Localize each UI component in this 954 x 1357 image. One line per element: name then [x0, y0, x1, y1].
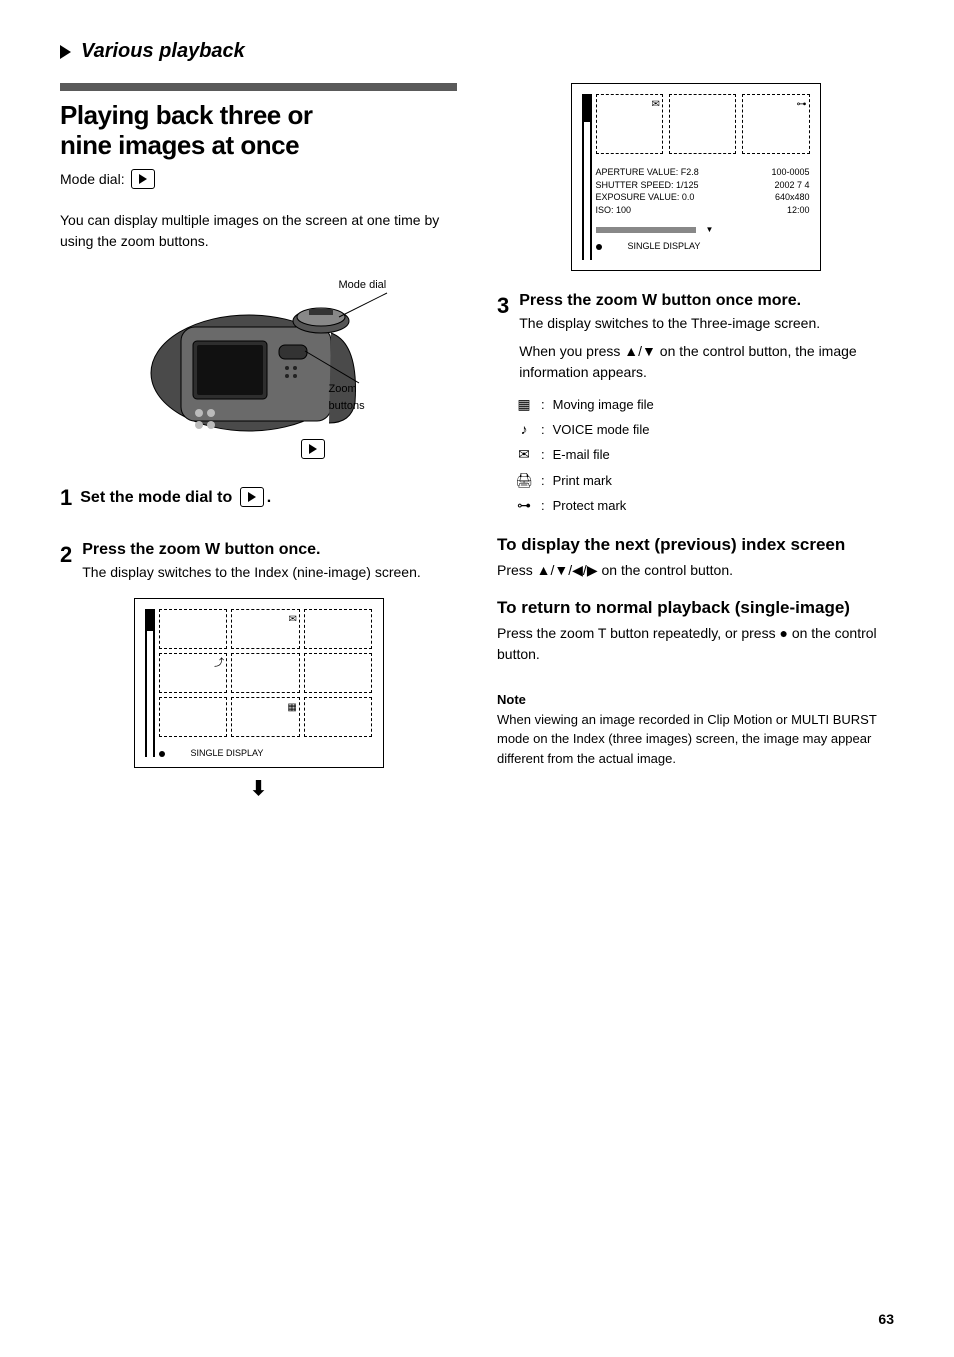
mode-dial-callout: Mode dial	[339, 277, 387, 294]
note-body: When viewing an image recorded in Clip M…	[497, 710, 894, 769]
bullet-icon	[159, 751, 165, 757]
page-title: Playing back three or nine images at onc…	[60, 101, 457, 161]
step-3-number: 3	[497, 289, 509, 322]
step-1-number: 1	[60, 481, 72, 514]
protect-mark-icon: ⊶	[515, 493, 533, 518]
zoom-buttons-callout: Zoom buttons	[329, 381, 389, 414]
index-three-screen: ✉ ⊶ APERTURE VALUE: F2.8 SHUTTER SPEED: …	[571, 83, 821, 271]
note-head: Note	[497, 690, 894, 710]
cell-icon-protect: ⊶	[797, 97, 807, 112]
step-1: 1 Set the mode dial to .	[60, 481, 271, 514]
meta-ev-l: EXPOSURE VALUE:	[596, 192, 680, 202]
cell-icon: ✉	[288, 612, 296, 627]
index-nine-screen: ✉ ⤴ ▦ SINGLE DISPLAY	[134, 598, 384, 768]
camera-play-mode-icon	[301, 439, 325, 459]
camera-figure: Zoom buttons Mode dial	[129, 273, 389, 453]
step-3-bottom: When you press ▲/▼ on the control button…	[519, 341, 894, 384]
print-mark-icon: 🖨	[515, 468, 533, 493]
heading-return-single: To return to normal playback (single-ima…	[497, 595, 894, 621]
bullet-icon	[596, 244, 602, 250]
heading-next-index: To display the next (previous) index scr…	[497, 532, 894, 558]
cell-icon-mail: ✉	[651, 97, 659, 112]
step-1-text-prefix: Set the mode dial to	[80, 489, 232, 506]
section-title: Various playback	[81, 40, 245, 63]
cell-icon: ⤴	[214, 656, 224, 671]
step-3: 3 Press the zoom W button once more. The…	[497, 289, 894, 384]
step-1-play-icon	[240, 487, 264, 507]
step-3-head: Press the zoom W button once more.	[519, 289, 894, 313]
meta-time: 12:00	[771, 204, 809, 217]
note-block: Note When viewing an image recorded in C…	[497, 690, 894, 768]
email-file-icon: ✉	[515, 442, 533, 467]
step-1-text-suffix: .	[267, 489, 271, 506]
section-header: Various playback	[60, 40, 894, 63]
step-3-body: The display switches to the Three-image …	[519, 313, 894, 335]
page-number: 63	[878, 1311, 894, 1327]
single-display-label: SINGLE DISPLAY	[191, 747, 264, 761]
meta-iso-l: ISO:	[596, 205, 614, 215]
camera-svg	[129, 273, 389, 453]
play-mode-icon	[131, 169, 155, 189]
cell-icon: ▦	[287, 700, 296, 715]
meta-fileno: 100-0005	[771, 166, 809, 179]
meta-size: 640x480	[771, 191, 809, 204]
intro-paragraph: You can display multiple images on the s…	[60, 210, 457, 253]
movie-file-icon: ▦	[515, 392, 533, 417]
meta-aperture-l: APERTURE VALUE:	[596, 167, 679, 177]
three-single-display: SINGLE DISPLAY	[628, 240, 701, 254]
meta-shutter-l: SHUTTER SPEED:	[596, 180, 674, 190]
step-2-body: The display switches to the Index (nine-…	[82, 562, 457, 584]
step-2: 2 Press the zoom W button once. The disp…	[60, 538, 457, 584]
mode-dial-label: Mode dial:	[60, 169, 125, 190]
paragraph-return-single: Press the zoom T button repeatedly, or p…	[497, 623, 894, 666]
step-2-head: Press the zoom W button once.	[82, 538, 457, 562]
meta-date: 2002 7 4	[771, 179, 809, 192]
down-arrow-icon: ⬇	[60, 774, 457, 804]
mode-dial-line: Mode dial:	[60, 169, 457, 190]
paragraph-next-index: Press ▲/▼/◀/▶ on the control button.	[497, 560, 894, 582]
title-line-2: nine images at once	[60, 131, 457, 161]
title-line-1: Playing back three or	[60, 101, 457, 131]
step-2-number: 2	[60, 538, 72, 571]
file-type-list: ▦: Moving image file ♪: VOICE mode file …	[515, 392, 894, 518]
play-triangle-icon	[60, 45, 71, 59]
voice-file-icon: ♪	[515, 417, 533, 442]
title-rule	[60, 83, 457, 91]
